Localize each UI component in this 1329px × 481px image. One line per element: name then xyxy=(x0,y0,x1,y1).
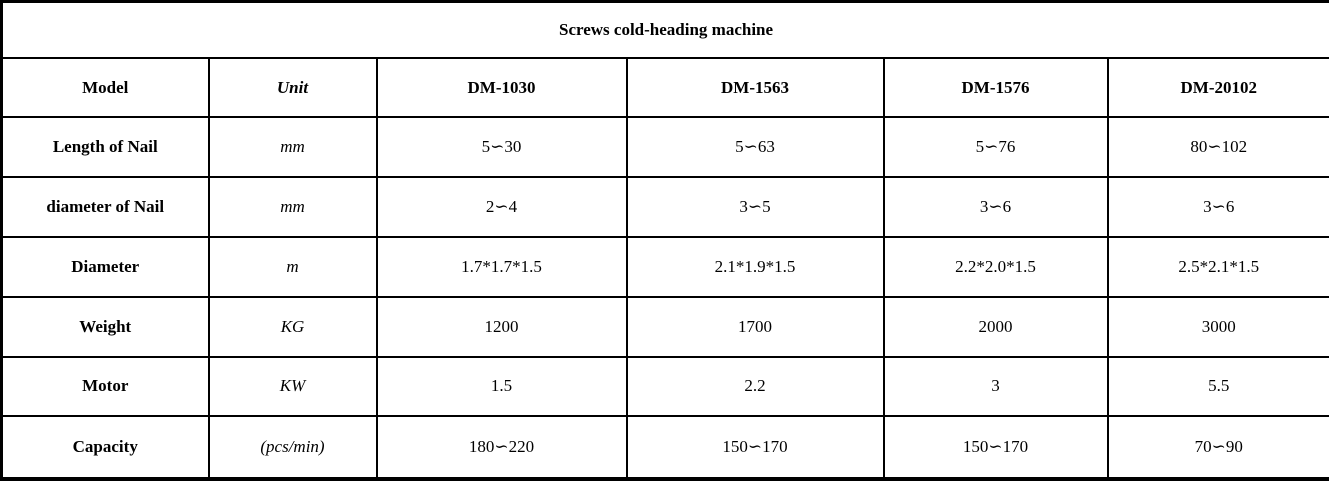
table-row-motor: Motor KW 1.5 2.2 3 5.5 xyxy=(0,355,1329,418)
row-label: Motor xyxy=(0,355,210,418)
value-cell: 3∽6 xyxy=(882,175,1109,238)
value-cell: 150∽170 xyxy=(882,415,1109,480)
value-cell: 2.5*2.1*1.5 xyxy=(1106,235,1329,298)
value-cell: 5∽30 xyxy=(375,116,628,178)
table-row-length-of-nail: Length of Nail mm 5∽30 5∽63 5∽76 80∽102 xyxy=(0,116,1329,178)
title-row: Screws cold-heading machine xyxy=(0,0,1329,59)
value-cell: 3∽6 xyxy=(1106,175,1329,238)
header-unit: Unit xyxy=(207,57,378,118)
header-dm-1576: DM-1576 xyxy=(882,57,1109,118)
row-label: Capacity xyxy=(0,415,210,480)
unit-cell: (pcs/min) xyxy=(207,415,378,480)
value-cell: 180∽220 xyxy=(375,415,628,480)
value-cell: 2000 xyxy=(882,295,1109,358)
value-cell: 80∽102 xyxy=(1106,116,1329,178)
value-cell: 150∽170 xyxy=(625,415,885,480)
unit-cell: mm xyxy=(207,116,378,178)
header-dm-1563: DM-1563 xyxy=(625,57,885,118)
row-label: Diameter xyxy=(0,235,210,298)
table-row-capacity: Capacity (pcs/min) 180∽220 150∽170 150∽1… xyxy=(0,415,1329,480)
unit-cell: KW xyxy=(207,355,378,418)
table-row-diameter: Diameter m 1.7*1.7*1.5 2.1*1.9*1.5 2.2*2… xyxy=(0,235,1329,298)
value-cell: 3000 xyxy=(1106,295,1329,358)
value-cell: 5∽63 xyxy=(625,116,885,178)
value-cell: 1.7*1.7*1.5 xyxy=(375,235,628,298)
value-cell: 5.5 xyxy=(1106,355,1329,418)
value-cell: 3 xyxy=(882,355,1109,418)
unit-cell: KG xyxy=(207,295,378,358)
header-dm-1030: DM-1030 xyxy=(375,57,628,118)
value-cell: 2∽4 xyxy=(375,175,628,238)
table-title: Screws cold-heading machine xyxy=(0,0,1329,59)
value-cell: 1200 xyxy=(375,295,628,358)
table-row-diameter-of-nail: diameter of Nail mm 2∽4 3∽5 3∽6 3∽6 xyxy=(0,175,1329,238)
value-cell: 5∽76 xyxy=(882,116,1109,178)
row-label: diameter of Nail xyxy=(0,175,210,238)
value-cell: 2.1*1.9*1.5 xyxy=(625,235,885,298)
unit-cell: m xyxy=(207,235,378,298)
value-cell: 1700 xyxy=(625,295,885,358)
value-cell: 1.5 xyxy=(375,355,628,418)
value-cell: 2.2 xyxy=(625,355,885,418)
header-row: Model Unit DM-1030 DM-1563 DM-1576 DM-20… xyxy=(0,57,1329,118)
value-cell: 70∽90 xyxy=(1106,415,1329,480)
table-row-weight: Weight KG 1200 1700 2000 3000 xyxy=(0,295,1329,358)
value-cell: 3∽5 xyxy=(625,175,885,238)
unit-cell: mm xyxy=(207,175,378,238)
header-dm-20102: DM-20102 xyxy=(1106,57,1329,118)
header-model: Model xyxy=(0,57,210,118)
value-cell: 2.2*2.0*1.5 xyxy=(882,235,1109,298)
row-label: Weight xyxy=(0,295,210,358)
row-label: Length of Nail xyxy=(0,116,210,178)
